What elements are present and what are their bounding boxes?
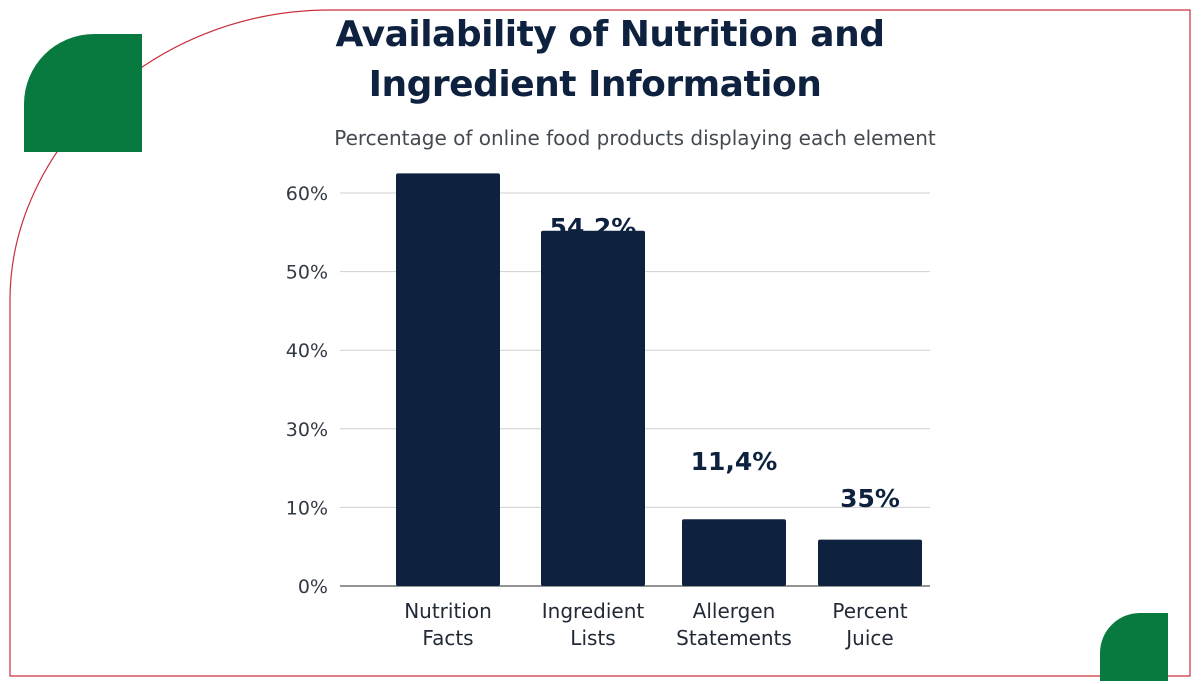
y-tick-label: 40% <box>286 340 328 362</box>
chart-title-line-1: Availability of Nutrition and <box>335 14 885 55</box>
y-tick-label: 50% <box>286 262 328 284</box>
y-tick-label: 0% <box>298 576 328 598</box>
x-category-label: Lists <box>570 626 615 650</box>
decorative-green-shape-top-left <box>24 34 142 152</box>
x-category-label: Juice <box>844 626 893 650</box>
bar <box>818 539 922 586</box>
bar <box>396 173 500 586</box>
y-tick-label: 10% <box>286 497 328 519</box>
bar <box>541 230 645 586</box>
bar-data-label: 11,4% <box>691 447 778 476</box>
bar-data-label: 45,7% <box>405 215 492 244</box>
x-category-label: Statements <box>676 626 792 650</box>
chart-title-line-2: Ingredient Information <box>368 64 822 105</box>
decorative-green-shape-bottom-right <box>1100 613 1168 681</box>
x-category-label: Allergen <box>693 599 776 623</box>
y-tick-label: 30% <box>286 419 328 441</box>
y-tick-label: 60% <box>286 183 328 205</box>
x-category-label: Ingredient <box>542 599 645 623</box>
x-category-label: Facts <box>422 626 473 650</box>
bar-data-label: 35% <box>840 484 900 513</box>
bar-data-label: 54,2% <box>550 213 637 242</box>
chart-subtitle: Percentage of online food products displ… <box>334 126 936 150</box>
x-category-label: Percent <box>832 599 907 623</box>
bar <box>682 519 786 586</box>
x-category-label: Nutrition <box>404 599 492 623</box>
